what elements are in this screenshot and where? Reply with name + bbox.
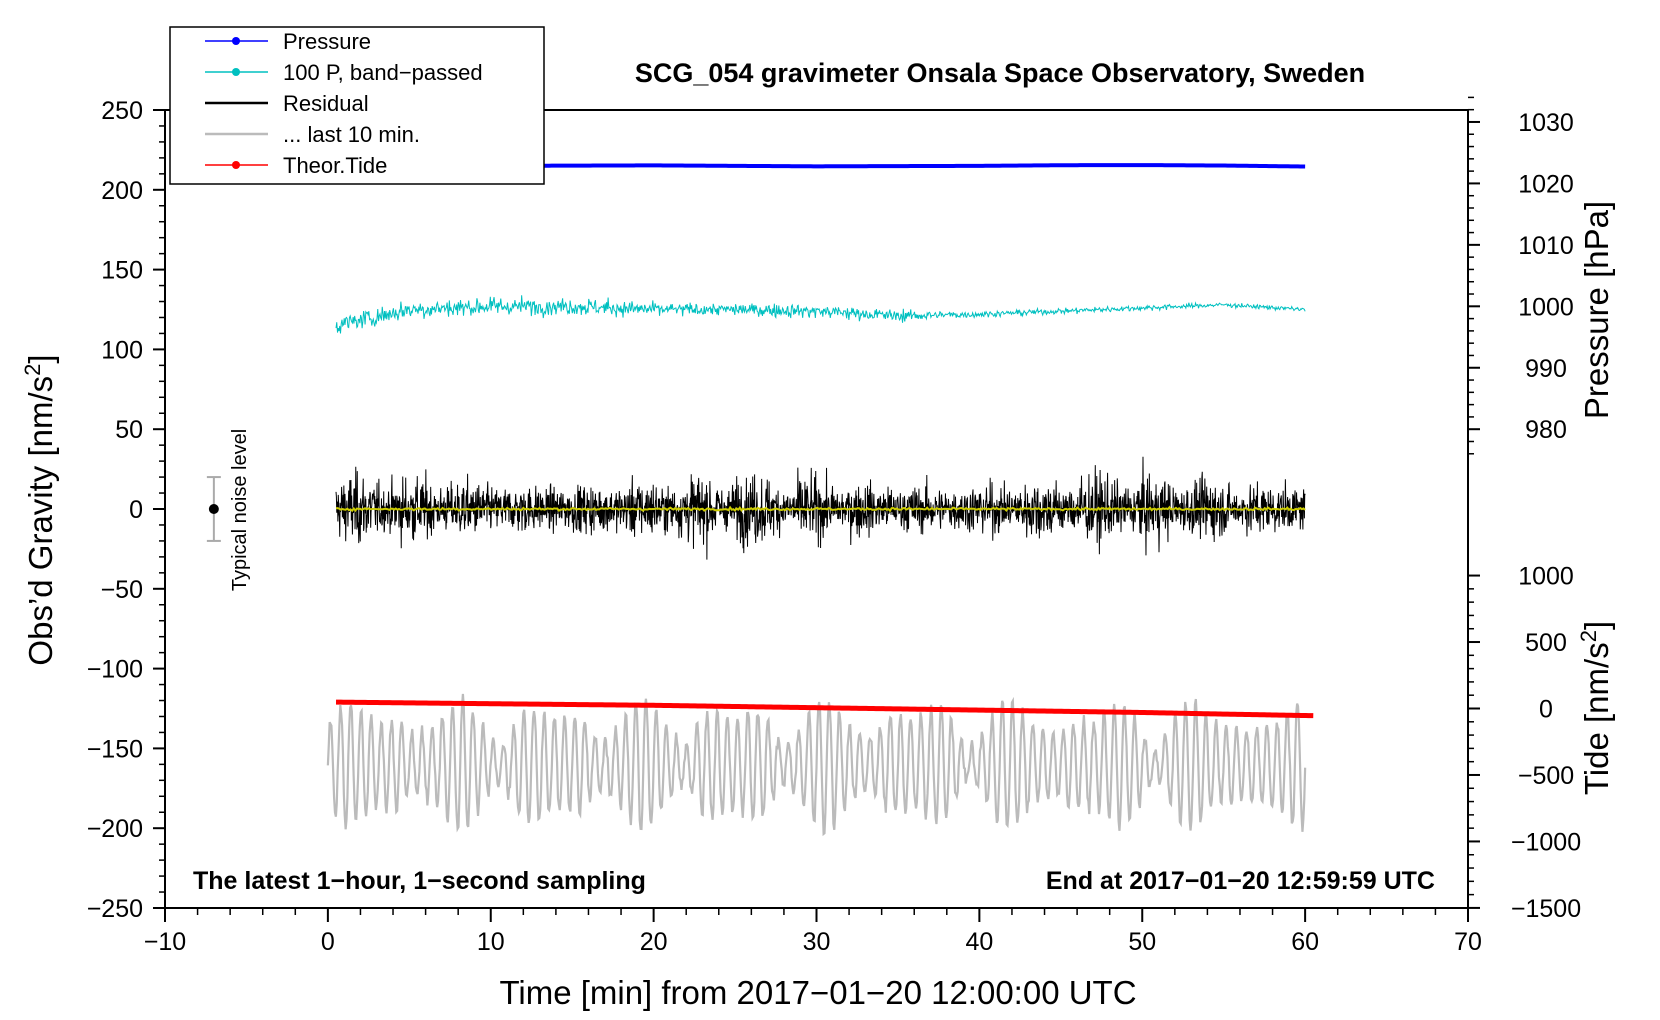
- pressure-tick-label: 1000: [1518, 293, 1574, 321]
- plot-lines: [206, 163, 1314, 837]
- tide-axis-title: Tide [nm/s2]: [1576, 621, 1615, 795]
- last-10-min-series: [326, 693, 1307, 837]
- noise-level-label: Typical noise level: [229, 429, 251, 591]
- x-tick-label: 50: [1128, 928, 1156, 956]
- y-tick-label: 0: [129, 496, 143, 524]
- y-tick-label: 100: [101, 336, 143, 364]
- pressure-tick-label: 1010: [1518, 232, 1574, 260]
- pressure-tick-label: 980: [1525, 416, 1567, 444]
- x-tick-label: 70: [1454, 928, 1482, 956]
- y-tick-label: 150: [101, 257, 143, 285]
- x-tick-label: −10: [144, 928, 186, 956]
- residual-smoothed-series: [335, 505, 1306, 513]
- legend-label: ... last 10 min.: [283, 122, 420, 147]
- axes: −10 0 10 20 30 40 50 60 70−250−200−150−100−50050…: [87, 96, 1581, 956]
- y-tick-label: −100: [87, 656, 143, 684]
- legend-swatch-dot: [232, 68, 240, 76]
- y-tick-label: 200: [101, 177, 143, 205]
- legend-label: Pressure: [283, 29, 371, 54]
- x-tick-label: 30: [803, 928, 831, 956]
- band-passed-series: [335, 295, 1306, 334]
- tide-axis-title-tail: ]: [1578, 621, 1615, 630]
- x-tick-label: 10: [477, 928, 505, 956]
- y-axis-title-sup: 2: [20, 364, 45, 376]
- noise-marker-dot: [208, 504, 219, 514]
- tide-tick-label: 0: [1539, 696, 1553, 724]
- y-tick-label: 250: [101, 97, 143, 125]
- y-tick-label: −150: [87, 735, 143, 763]
- tide-axis-title-main: Tide [nm/s: [1578, 642, 1615, 795]
- legend-label: 100 P, band−passed: [283, 60, 483, 85]
- y-tick-label: −200: [87, 815, 143, 843]
- x-tick-label: 0: [321, 928, 335, 956]
- x-tick-label: 40: [965, 928, 993, 956]
- annotation-right: End at 2017−01−20 12:59:59 UTC: [1046, 867, 1435, 895]
- legend-label: Theor.Tide: [283, 153, 387, 178]
- y-tick-label: 50: [115, 416, 143, 444]
- x-tick-label: 60: [1291, 928, 1319, 956]
- tide-tick-label: 1000: [1518, 563, 1574, 591]
- chart-title: SCG_054 gravimeter Onsala Space Observat…: [635, 58, 1365, 88]
- legend: Pressure 100 P, band−passed Residual ... la…: [169, 26, 545, 185]
- pressure-tick-label: 1020: [1518, 170, 1574, 198]
- pressure-axis-title: Pressure [hPa]: [1578, 201, 1615, 419]
- theoretical-tide-series: [335, 699, 1314, 719]
- y-tick-label: −50: [101, 576, 143, 604]
- residual-series: [335, 456, 1306, 560]
- legend-swatch-dot: [232, 37, 240, 45]
- legend-label: Residual: [283, 91, 369, 116]
- tide-tick-label: 500: [1525, 629, 1567, 657]
- tide-axis-title-sup: 2: [1576, 630, 1601, 642]
- x-axis-title: Time [min] from 2017−01−20 12:00:00 UTC: [499, 974, 1136, 1011]
- tide-tick-label: −1500: [1511, 895, 1581, 923]
- y-tick-label: −250: [87, 895, 143, 923]
- tide-tick-label: −500: [1518, 762, 1574, 790]
- x-tick-label: 20: [640, 928, 668, 956]
- y-axis-title-tail: ]: [22, 354, 59, 363]
- annotation-left: The latest 1−hour, 1−second sampling: [193, 867, 646, 895]
- pressure-tick-label: 990: [1525, 355, 1567, 383]
- legend-box: [169, 26, 545, 185]
- tide-tick-label: −1000: [1511, 828, 1581, 856]
- y-axis-title: Obs’d Gravity [nm/s2]: [20, 354, 59, 665]
- legend-swatch-dot: [232, 161, 240, 169]
- y-axis-title-main: Obs’d Gravity [nm/s: [22, 376, 59, 666]
- pressure-tick-label: 1030: [1518, 109, 1574, 137]
